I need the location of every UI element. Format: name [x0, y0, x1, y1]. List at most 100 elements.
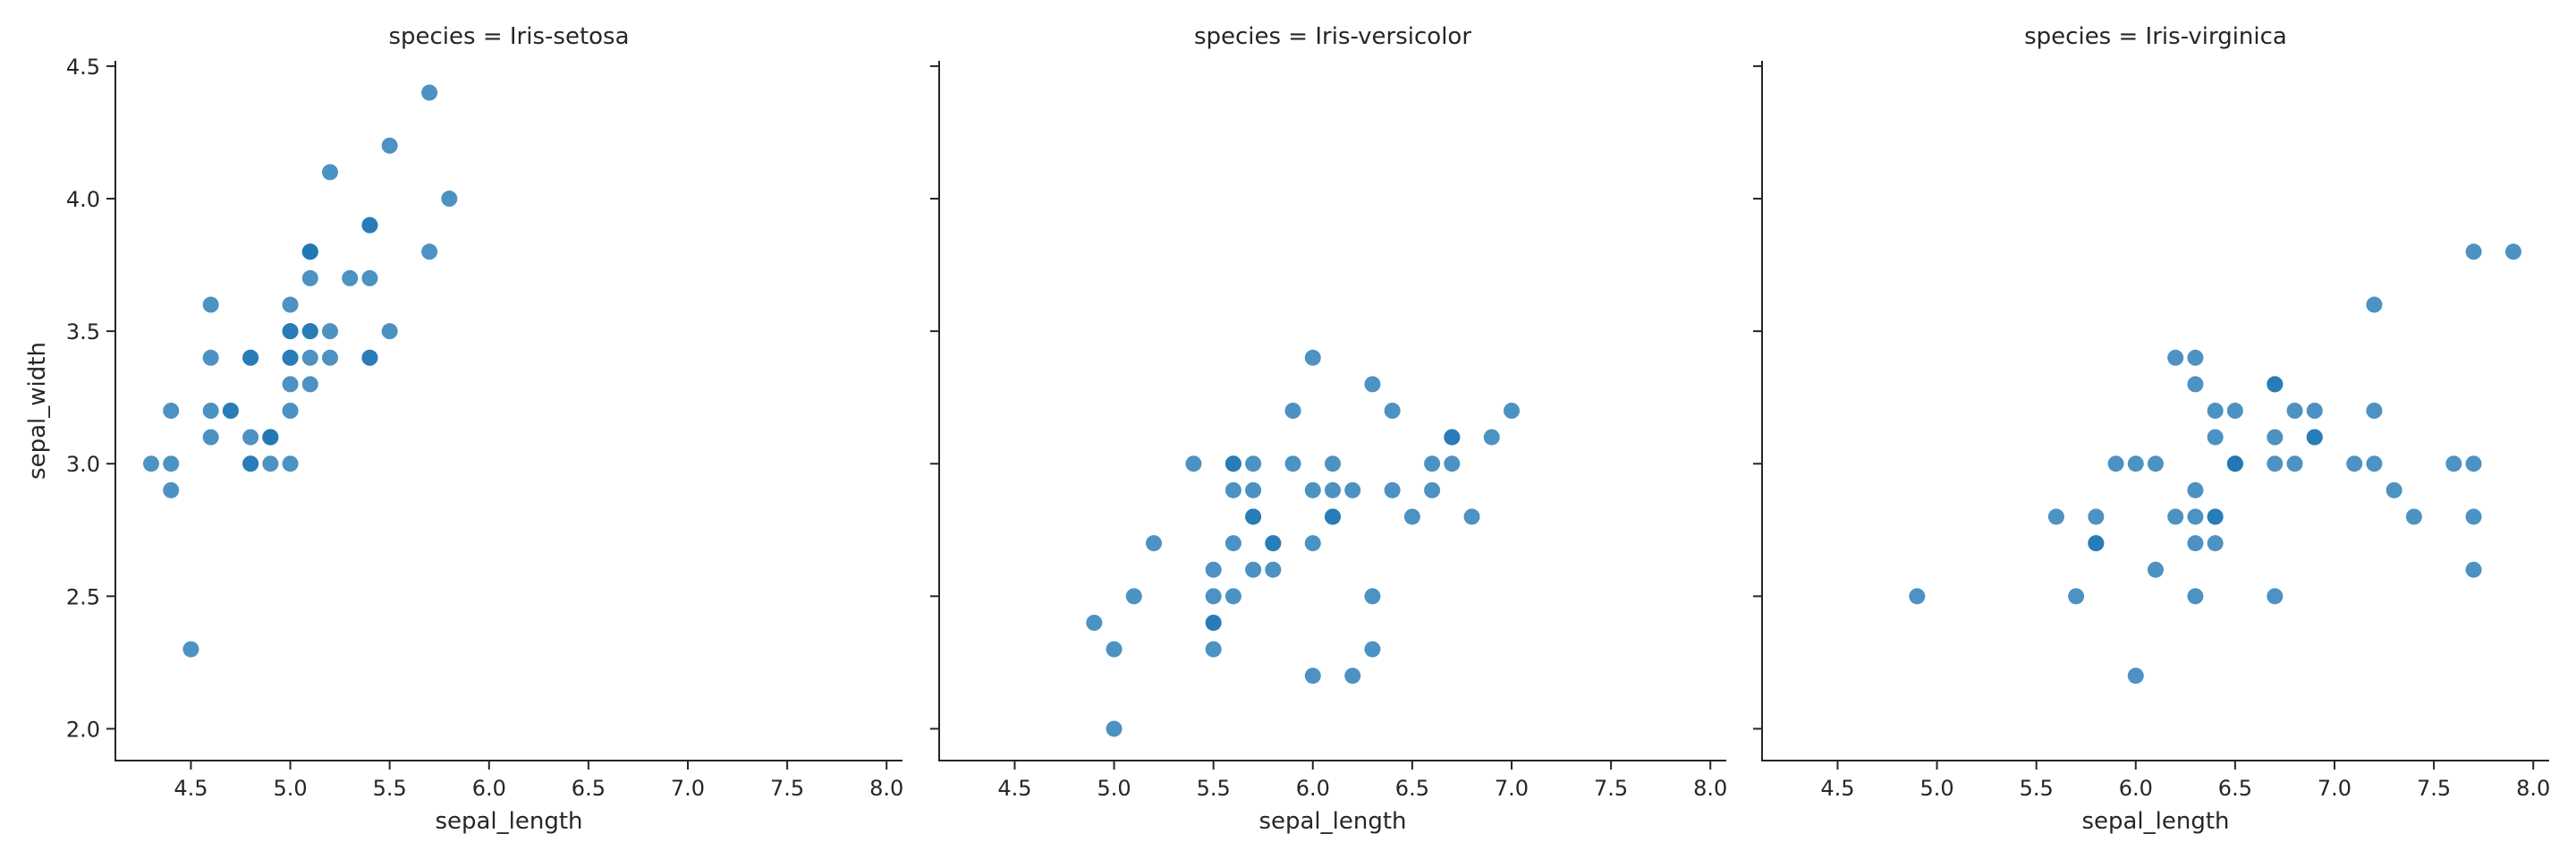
x-tick-label: 6.5 — [2218, 776, 2252, 801]
data-point — [242, 349, 259, 366]
x-axis-label: sepal_length — [435, 808, 582, 835]
data-point — [1424, 455, 1441, 472]
panel-title: species = Iris-setosa — [388, 23, 629, 50]
data-point — [1403, 508, 1420, 525]
data-point — [1224, 481, 1241, 498]
panel-title: species = Iris-virginica — [2024, 23, 2287, 50]
x-tick-label: 4.5 — [174, 776, 208, 801]
x-tick-label: 4.5 — [1820, 776, 1854, 801]
x-tick-label: 4.5 — [997, 776, 1031, 801]
data-point — [2267, 376, 2284, 393]
x-axis-label: sepal_length — [2081, 808, 2229, 835]
data-point — [262, 429, 279, 446]
data-point — [2187, 588, 2204, 605]
x-tick-label: 5.5 — [373, 776, 407, 801]
data-point — [2346, 455, 2363, 472]
data-point — [2207, 508, 2224, 525]
y-axis-label: sepal_width — [24, 342, 51, 480]
data-point — [381, 323, 398, 340]
data-point — [2187, 535, 2204, 552]
x-tick-label: 6.5 — [572, 776, 606, 801]
data-point — [1265, 561, 1282, 578]
data-point — [2088, 535, 2105, 552]
x-tick-label: 7.0 — [1495, 776, 1529, 801]
x-axis-label: sepal_length — [1258, 808, 1406, 835]
data-point — [2366, 403, 2383, 419]
data-point — [2366, 296, 2383, 313]
data-point — [1504, 403, 1520, 419]
data-point — [301, 243, 318, 260]
data-point — [2148, 561, 2164, 578]
data-point — [322, 164, 338, 181]
data-point — [2445, 455, 2462, 472]
data-point — [1364, 588, 1381, 605]
y-tick-label: 2.5 — [66, 584, 100, 609]
data-point — [1146, 535, 1162, 552]
x-tick-label: 6.0 — [2119, 776, 2153, 801]
data-point — [2306, 429, 2323, 446]
data-point — [1106, 720, 1123, 737]
data-point — [2148, 455, 2164, 472]
data-point — [1463, 508, 1480, 525]
data-point — [2187, 349, 2204, 366]
data-point — [222, 403, 239, 419]
panel-points — [143, 84, 458, 658]
data-point — [143, 455, 159, 472]
panel-ticks: 4.5 5.0 5.5 6.0 6.5 7.0 7.5 8.0 — [1753, 64, 2550, 801]
data-point — [202, 349, 219, 366]
data-point — [301, 349, 318, 366]
x-tick-label: 7.5 — [2417, 776, 2451, 801]
y-tick-label: 4.0 — [66, 187, 100, 212]
data-point — [1185, 455, 1202, 472]
data-point — [2187, 376, 2204, 393]
data-point — [1364, 376, 1381, 393]
x-tick-label: 7.0 — [2318, 776, 2351, 801]
data-point — [1205, 641, 1222, 658]
x-tick-label: 5.5 — [2020, 776, 2054, 801]
data-point — [2465, 243, 2482, 260]
data-point — [1444, 455, 1461, 472]
y-tick-label: 3.5 — [66, 319, 100, 344]
data-point — [2127, 668, 2144, 685]
x-tick-label: 6.0 — [1296, 776, 1330, 801]
data-point — [2226, 403, 2243, 419]
data-point — [1224, 455, 1241, 472]
data-point — [322, 323, 338, 340]
y-tick-label: 3.0 — [66, 452, 100, 477]
data-point — [1325, 455, 1341, 472]
panel-title: species = Iris-versicolor — [1194, 23, 1471, 50]
data-point — [202, 296, 219, 313]
data-point — [1125, 588, 1142, 605]
data-point — [361, 217, 378, 234]
data-point — [282, 349, 299, 366]
x-tick-label: 7.5 — [770, 776, 804, 801]
data-point — [1224, 535, 1241, 552]
x-tick-label: 6.0 — [472, 776, 506, 801]
data-point — [2107, 455, 2124, 472]
data-point — [421, 84, 438, 101]
data-point — [381, 137, 398, 154]
data-point — [441, 191, 458, 208]
data-point — [2187, 508, 2204, 525]
data-point — [2167, 508, 2184, 525]
data-point — [1205, 614, 1222, 631]
x-tick-label: 8.0 — [1693, 776, 1727, 801]
data-point — [1224, 588, 1241, 605]
data-point — [282, 455, 299, 472]
data-point — [2267, 588, 2284, 605]
data-point — [2088, 508, 2105, 525]
data-point — [202, 429, 219, 446]
x-tick-label: 5.0 — [273, 776, 307, 801]
data-point — [1205, 561, 1222, 578]
data-point — [202, 403, 219, 419]
data-point — [282, 296, 299, 313]
data-point — [1245, 455, 1262, 472]
y-tick-label: 2.0 — [66, 717, 100, 742]
x-tick-label: 8.0 — [2516, 776, 2550, 801]
data-point — [2286, 455, 2303, 472]
x-tick-label: 7.5 — [1594, 776, 1628, 801]
data-point — [301, 376, 318, 393]
panel-iris-setosa: species = Iris-setosa 4.5 5.0 5.5 6.0 6.5 7.0… — [24, 23, 903, 835]
data-point — [1384, 481, 1401, 498]
